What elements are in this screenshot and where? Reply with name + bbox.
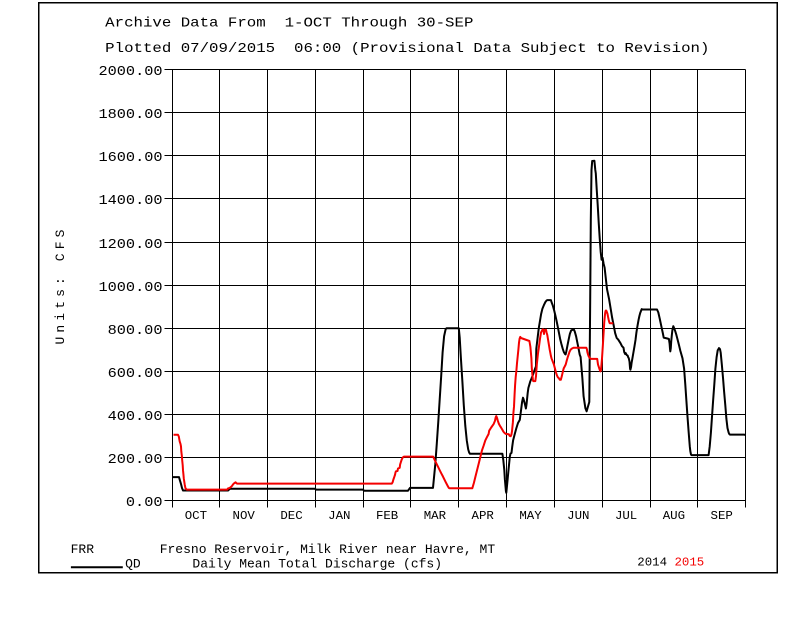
svg-text:200.00: 200.00	[108, 452, 163, 468]
svg-text:0.00: 0.00	[126, 495, 163, 511]
svg-text:1400.00: 1400.00	[99, 193, 163, 209]
svg-text:MAY: MAY	[519, 509, 542, 523]
svg-text:JAN: JAN	[328, 509, 350, 523]
svg-text:NOV: NOV	[233, 509, 256, 523]
svg-text:1200.00: 1200.00	[99, 237, 163, 253]
svg-text:2014 2015: 2014 2015	[637, 556, 704, 570]
svg-text:APR: APR	[472, 509, 495, 523]
svg-text:1800.00: 1800.00	[99, 107, 163, 123]
svg-text:Units: CFS: Units: CFS	[53, 225, 68, 344]
svg-text:OCT: OCT	[185, 509, 207, 523]
svg-text:QD: QD	[125, 556, 141, 571]
svg-text:600.00: 600.00	[108, 366, 163, 382]
svg-text:1000.00: 1000.00	[99, 280, 163, 296]
svg-text:2000.00: 2000.00	[99, 64, 163, 80]
svg-text:JUN: JUN	[567, 509, 589, 523]
svg-text:Plotted 07/09/2015 06:00 (Pro: Plotted 07/09/2015 06:00 (Provisional Da…	[105, 41, 709, 57]
svg-text:FRR: FRR	[71, 542, 95, 557]
svg-text:Fresno Reservoir, Milk River n: Fresno Reservoir, Milk River near Havre,…	[160, 542, 496, 557]
svg-text:Daily Mean Total Discharge (cf: Daily Mean Total Discharge (cfs)	[192, 556, 442, 571]
svg-text:800.00: 800.00	[108, 323, 163, 339]
svg-text:SEP: SEP	[711, 509, 733, 523]
svg-text:DEC: DEC	[280, 509, 302, 523]
svg-text:MAR: MAR	[424, 509, 447, 523]
svg-text:FEB: FEB	[376, 509, 398, 523]
svg-text:Archive Data From 1-OCT Throu: Archive Data From 1-OCT Through 30-SEP	[105, 15, 473, 31]
svg-text:JUL: JUL	[615, 509, 637, 523]
svg-text:1600.00: 1600.00	[99, 150, 163, 166]
svg-text:400.00: 400.00	[108, 409, 163, 425]
svg-text:AUG: AUG	[663, 509, 685, 523]
